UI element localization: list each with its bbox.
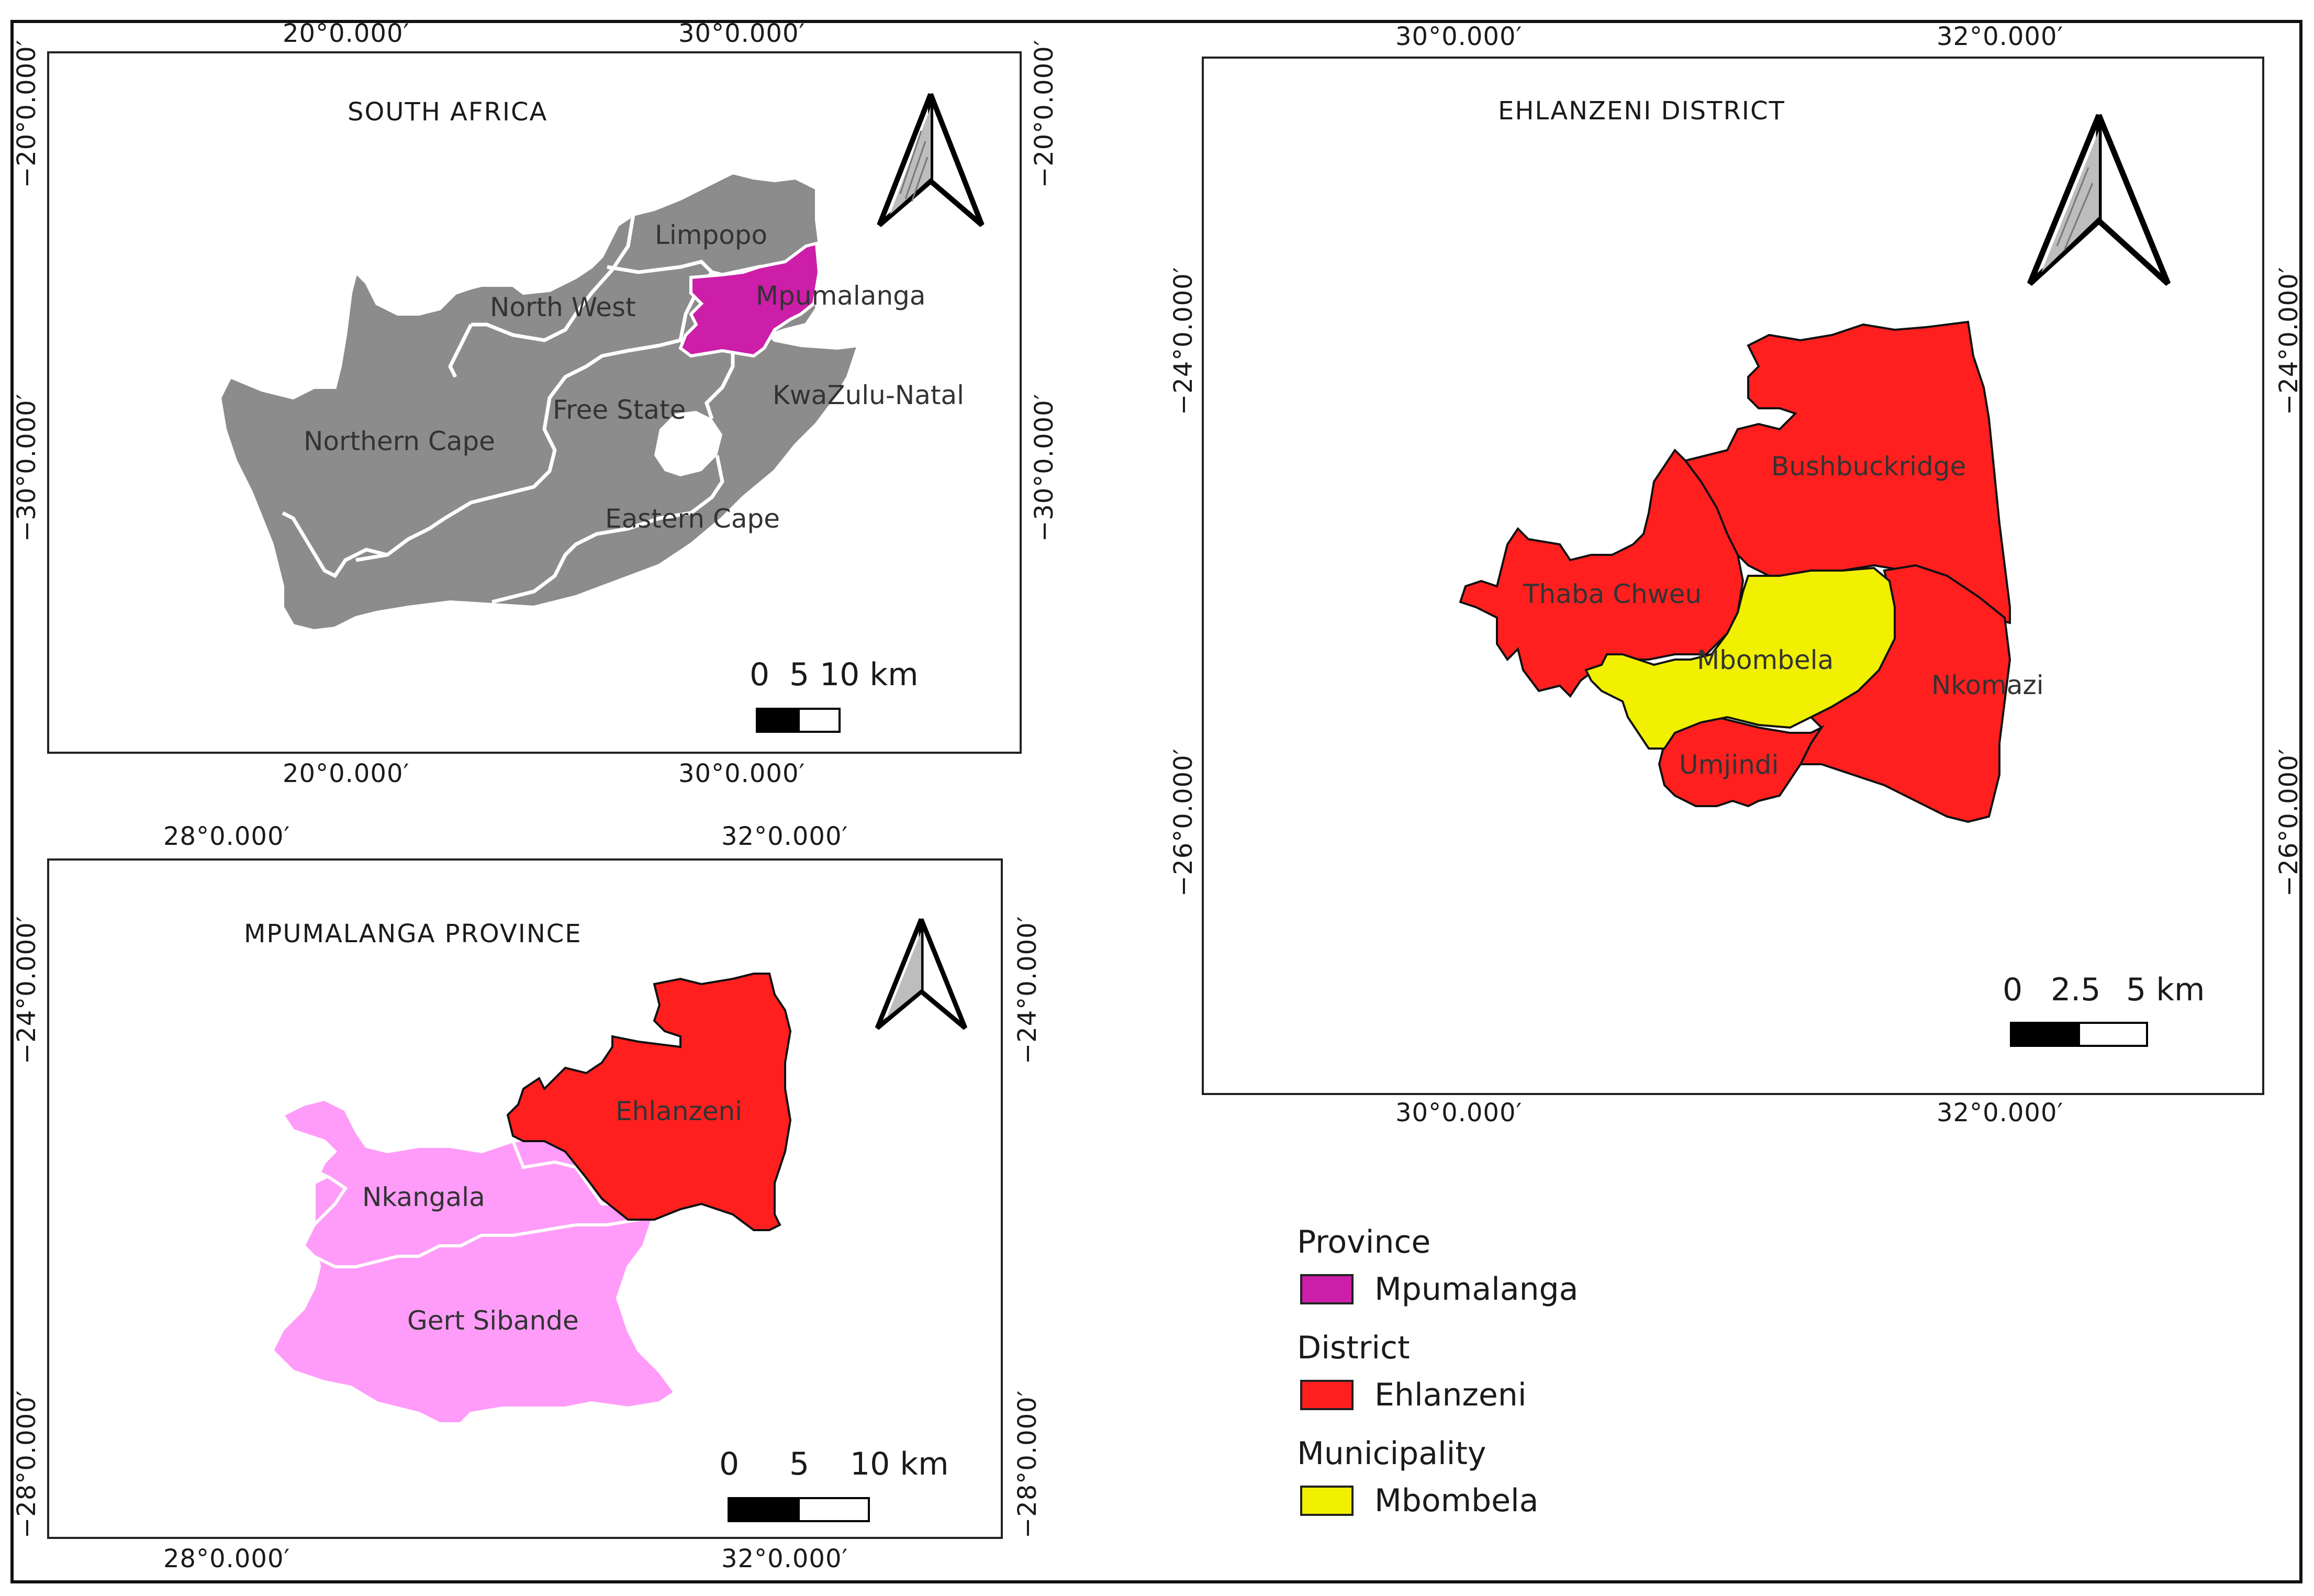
sa-lon-label-top-2: 30°0.000′ xyxy=(678,19,806,48)
region-label-nkomazi: Nkomazi xyxy=(1931,670,2044,700)
region-label-free-state: Free State xyxy=(553,395,686,425)
region-label-umjindi: Umjindi xyxy=(1679,750,1779,780)
legend-swatch-district xyxy=(1300,1380,1354,1410)
eh-lon-label-bottom-2: 32°0.000′ xyxy=(1937,1098,2064,1128)
region-label-thaba-chweu: Thaba Chweu xyxy=(1523,579,1702,609)
region-label-northern-cape: Northern Cape xyxy=(304,426,495,456)
region-label-gert-sibande: Gert Sibande xyxy=(407,1305,579,1336)
legend-swatch-municipality xyxy=(1300,1486,1354,1516)
figure-frame xyxy=(10,20,2302,1583)
eh-scale-bar xyxy=(2010,1022,2148,1047)
mp-north-arrow-icon xyxy=(875,918,968,1030)
sa-lon-label-bottom-1: 20°0.000′ xyxy=(283,759,410,788)
mp-lon-label-bottom-2: 32°0.000′ xyxy=(721,1544,848,1573)
legend-swatch-province xyxy=(1300,1274,1354,1304)
eh-lon-label-top-2: 32°0.000′ xyxy=(1937,22,2064,51)
mp-lon-label-bottom-1: 28°0.000′ xyxy=(163,1544,290,1573)
sa-scale-tick-1: 5 xyxy=(789,656,810,693)
region-label-north-west: North West xyxy=(490,292,636,322)
eh-scale-tick-0: 0 xyxy=(2003,972,2023,1008)
legend-heading-district: District xyxy=(1297,1330,1410,1366)
mp-scale-tick-1: 5 xyxy=(789,1446,810,1482)
sa-north-arrow-icon xyxy=(877,93,985,227)
region-label-bushbuckridge: Bushbuckridge xyxy=(1771,451,1966,482)
nkangala-shape xyxy=(280,1097,642,1268)
sa-map-title: SOUTH AFRICA xyxy=(348,97,548,127)
region-label-kwazulu-natal: KwaZulu-Natal xyxy=(773,380,964,410)
thaba-chweu-shape xyxy=(1459,448,1745,698)
south-africa-map-frame xyxy=(47,51,1022,754)
region-label-limpopo: Limpopo xyxy=(655,220,767,250)
mp-scale-tick-0: 0 xyxy=(719,1446,740,1482)
sa-lon-label-top-1: 20°0.000′ xyxy=(283,19,410,48)
mp-lon-label-top-1: 28°0.000′ xyxy=(163,822,290,851)
region-label-mbombela: Mbombela xyxy=(1697,645,1834,675)
sa-region-labels: Limpopo Mpumalanga North West Free State… xyxy=(304,220,964,534)
bushbuckridge-shape xyxy=(1679,320,2011,624)
lesotho-shape xyxy=(654,411,722,476)
ehlanzeni-district-shape xyxy=(506,973,792,1231)
legend-heading-municipality: Municipality xyxy=(1297,1435,1486,1472)
eh-map-title: EHLANZENI DISTRICT xyxy=(1498,96,1785,126)
mp-region-labels: Ehlanzeni Nkangala Gert Sibande xyxy=(362,1096,742,1336)
sa-scale-tick-2: 10 km xyxy=(820,656,919,693)
eh-scale-tick-2: 5 km xyxy=(2126,972,2205,1008)
mp-scale-bar xyxy=(728,1497,870,1522)
eh-north-arrow-icon xyxy=(2027,114,2171,286)
eh-scale-tick-1: 2.5 xyxy=(2051,972,2101,1008)
sa-scale-tick-0: 0 xyxy=(750,656,770,693)
region-label-eastern-cape: Eastern Cape xyxy=(605,504,780,534)
umjindi-shape xyxy=(1658,716,1825,808)
region-label-ehlanzeni: Ehlanzeni xyxy=(616,1096,742,1126)
eh-region-labels: Bushbuckridge Thaba Chweu Mbombela Nkoma… xyxy=(1523,451,2044,780)
mp-scale-tick-2: 10 km xyxy=(850,1446,949,1482)
eh-lon-label-top-1: 30°0.000′ xyxy=(1395,22,1523,51)
eh-lon-label-bottom-1: 30°0.000′ xyxy=(1395,1098,1523,1128)
sa-lon-label-bottom-2: 30°0.000′ xyxy=(678,759,806,788)
mpumalanga-highlight-shape xyxy=(678,241,821,358)
sa-scale-bar xyxy=(756,708,841,733)
legend-label-province: Mpumalanga xyxy=(1374,1271,1579,1308)
legend-label-district: Ehlanzeni xyxy=(1374,1377,1527,1413)
mp-map-title: MPUMALANGA PROVINCE xyxy=(244,919,582,948)
sa-province-borders xyxy=(282,214,807,604)
mbombela-shape xyxy=(1584,566,1896,750)
region-label-mpumalanga: Mpumalanga xyxy=(756,281,926,311)
mp-lon-label-top-2: 32°0.000′ xyxy=(721,822,848,851)
legend-label-municipality: Mbombela xyxy=(1374,1482,1539,1519)
region-label-nkangala: Nkangala xyxy=(362,1182,485,1212)
legend-heading-province: Province xyxy=(1297,1224,1431,1260)
